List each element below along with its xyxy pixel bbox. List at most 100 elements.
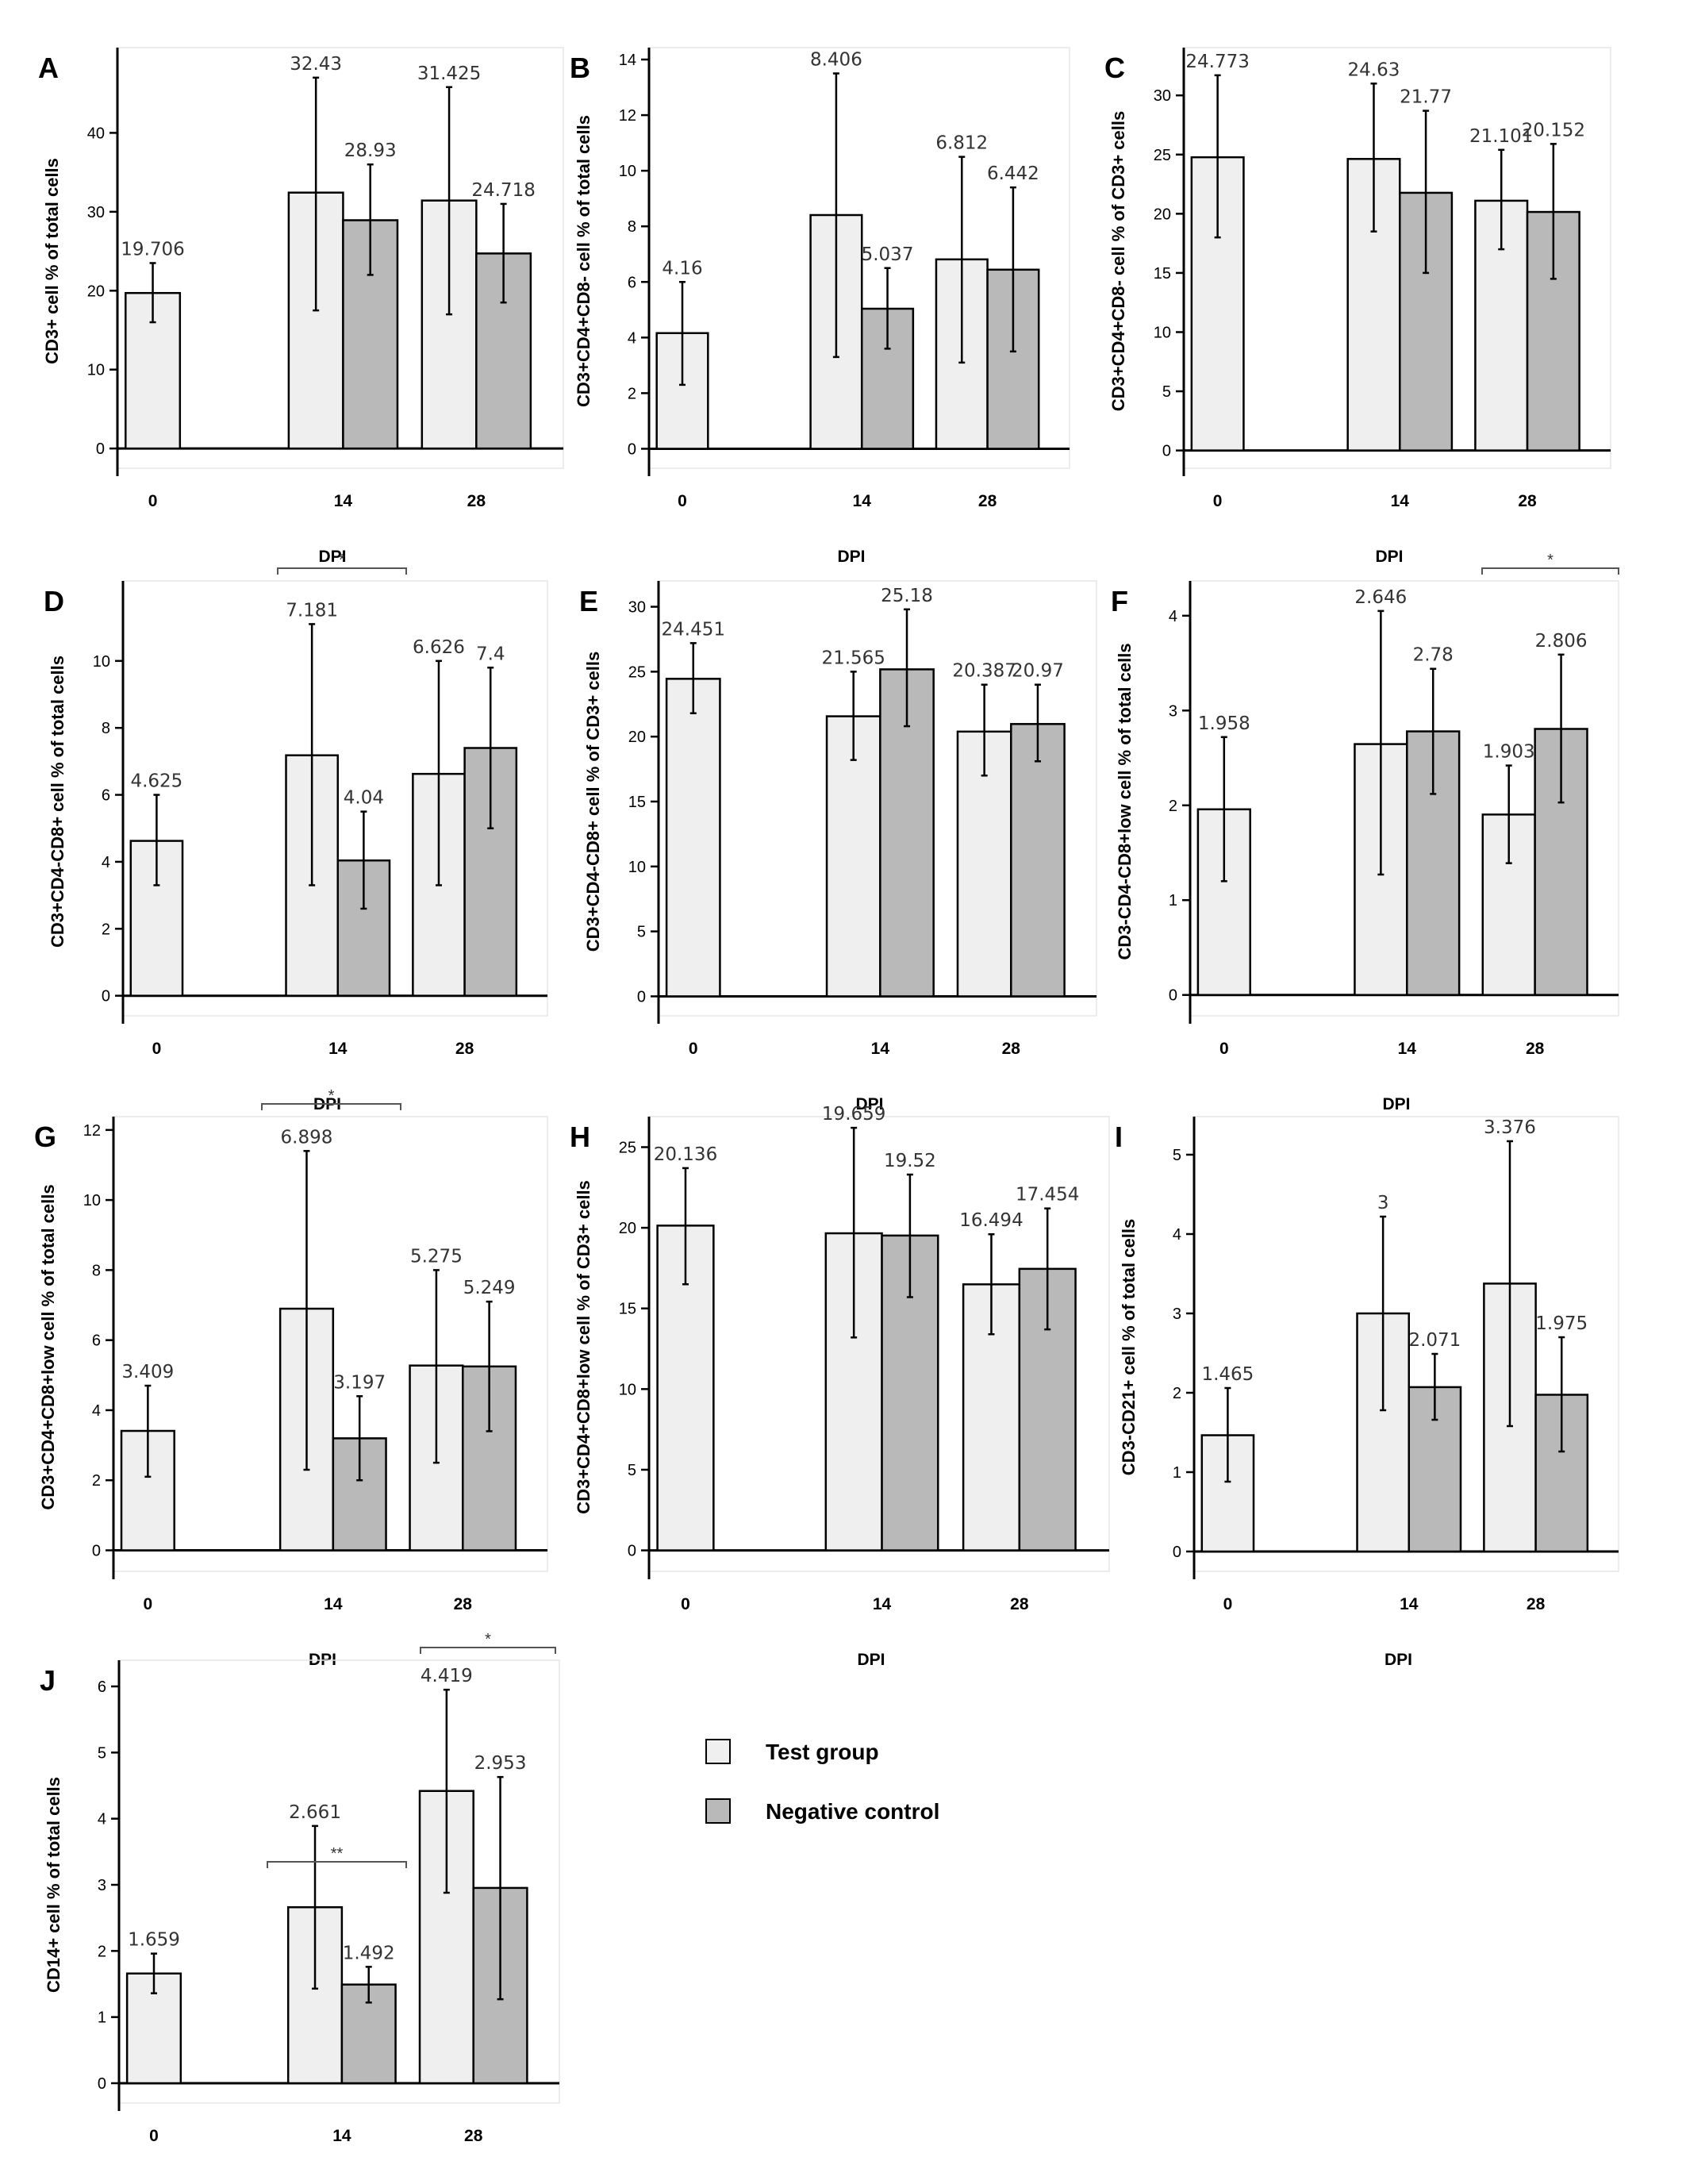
x-axis-title: DPI [855, 1095, 883, 1113]
y-tick-label: 6 [628, 274, 636, 291]
y-axis-title: CD3+CD4+CD8+low cell % of total cells [38, 1184, 58, 1509]
data-label: 20.136 [654, 1144, 717, 1165]
y-axis-title: CD14+ cell % of total cells [44, 1777, 63, 1993]
y-axis-title: CD3-CD21+ cell % of total cells [1119, 1219, 1139, 1475]
x-axis-title: DPI [318, 548, 346, 566]
panel-letter: D [44, 585, 64, 617]
y-tick-label: 25 [628, 663, 646, 681]
data-label: 4.625 [130, 771, 182, 792]
data-label: 16.494 [959, 1210, 1023, 1231]
x-tick-label: 28 [454, 1595, 473, 1613]
y-tick-label: 6 [92, 1332, 101, 1350]
x-tick-label: 28 [467, 492, 486, 510]
y-tick-label: 4 [1169, 608, 1177, 625]
x-tick-label: 0 [678, 492, 687, 510]
chart-panel-g: 0 2 4 6 8 10 12 CD3+CD4+CD8+low cell % of total… [34, 1087, 548, 1669]
x-tick-label: 0 [1213, 492, 1223, 510]
data-label: 1.492 [343, 1943, 395, 1963]
data-label: 24.451 [662, 619, 725, 640]
bar-control-28 [1010, 723, 1066, 998]
x-axis-title: DPI [837, 548, 865, 566]
data-label: 19.659 [822, 1104, 885, 1125]
data-label: 1.975 [1535, 1313, 1588, 1334]
y-tick-label: 10 [1154, 324, 1171, 341]
chart-panel-j: 0 1 2 3 4 5 6 CD14+ cell % of total cells 1.659 0… [40, 1631, 560, 2184]
panel-letter: B [570, 52, 590, 84]
data-label: 21.77 [1400, 87, 1452, 108]
x-tick-label: 28 [455, 1040, 474, 1058]
data-label: 2.806 [1535, 631, 1588, 652]
legend-swatch-control [705, 1798, 731, 1824]
y-tick-label: 4 [98, 1811, 106, 1828]
x-axis-title: DPI [1385, 1651, 1412, 1669]
chart-panel-c: 0 5 10 15 20 25 30 CD3+CD4+CD8- cell % of CD3+ … [1104, 47, 1611, 566]
y-tick-label: 8 [628, 218, 636, 236]
x-tick-label: 28 [1002, 1040, 1021, 1058]
y-tick-label: 4 [102, 854, 110, 871]
y-tick-label: 0 [637, 988, 646, 1005]
chart-panel-f: 0 1 2 3 4 CD3-CD4-CD8+low cell % of total cel… [1111, 552, 1619, 1113]
y-tick-label: 10 [619, 163, 636, 180]
x-tick-label: 14 [871, 1040, 890, 1058]
y-tick-label: 12 [619, 107, 636, 125]
data-label: 6.812 [935, 133, 988, 154]
significance-marker: * [328, 1087, 335, 1105]
panel-letter: C [1104, 52, 1125, 84]
data-label: 2.661 [289, 1802, 341, 1823]
x-tick-label: 28 [1526, 1040, 1545, 1058]
x-tick-label: 28 [1010, 1595, 1029, 1613]
y-tick-label: 5 [1173, 1147, 1181, 1164]
data-label: 20.387 [952, 661, 1016, 682]
y-tick-label: 8 [92, 1262, 101, 1279]
y-tick-label: 20 [87, 283, 105, 300]
data-label: 24.718 [471, 180, 535, 201]
y-tick-label: 4 [628, 329, 636, 347]
y-tick-label: 0 [92, 1543, 101, 1560]
significance-bracket [277, 567, 407, 575]
x-tick-label: 14 [873, 1595, 892, 1613]
data-label: 3.409 [121, 1362, 174, 1382]
y-tick-label: 4 [92, 1402, 101, 1420]
y-axis-title: CD3+CD4+CD8- cell % of CD3+ cells [1108, 111, 1128, 411]
chart-panel-d: 0 2 4 6 8 10 CD3+CD4-CD8+ cell % of total cell… [44, 552, 548, 1113]
x-tick-label: 28 [978, 492, 997, 510]
y-tick-label: 12 [83, 1122, 101, 1140]
x-tick-label: 0 [1223, 1595, 1233, 1613]
y-tick-label: 10 [628, 859, 646, 876]
x-tick-label: 14 [328, 1040, 348, 1058]
x-tick-label: 0 [152, 1040, 162, 1058]
y-tick-label: 0 [628, 440, 636, 458]
legend-label-control: Negative control [766, 1799, 939, 1824]
x-axis-title: DPI [1375, 548, 1403, 566]
data-label: 2.953 [474, 1753, 527, 1774]
x-tick-label: 14 [853, 492, 872, 510]
data-label: 24.63 [1348, 60, 1400, 80]
y-tick-label: 30 [87, 204, 105, 221]
y-tick-label: 30 [1154, 87, 1171, 105]
y-tick-label: 0 [1162, 443, 1171, 460]
data-label: 7.4 [476, 644, 505, 664]
legend-label-test: Test group [766, 1740, 879, 1764]
x-tick-label: 0 [1219, 1040, 1229, 1058]
significance-bracket [1481, 567, 1619, 575]
data-label: 19.706 [121, 239, 184, 260]
data-label: 20.152 [1522, 120, 1585, 140]
data-label: 25.18 [881, 586, 933, 606]
data-label: 6.442 [987, 163, 1039, 184]
y-tick-label: 10 [93, 653, 110, 671]
data-label: 1.465 [1201, 1364, 1254, 1385]
data-label: 2.071 [1408, 1330, 1461, 1351]
data-label: 3 [1377, 1193, 1389, 1213]
data-label: 20.97 [1012, 661, 1064, 682]
y-tick-label: 10 [619, 1381, 636, 1398]
panel-letter: J [40, 1664, 56, 1697]
data-label: 2.78 [1413, 645, 1454, 666]
panel-letter: F [1111, 585, 1128, 617]
y-tick-label: 1 [1173, 1464, 1181, 1482]
data-label: 8.406 [810, 50, 862, 71]
y-tick-label: 40 [87, 125, 105, 142]
y-axis-title: CD3+CD4+CD8- cell % of total cells [574, 115, 593, 407]
x-tick-label: 0 [144, 1595, 153, 1613]
significance-marker: * [339, 552, 345, 569]
y-tick-label: 6 [98, 1678, 106, 1696]
